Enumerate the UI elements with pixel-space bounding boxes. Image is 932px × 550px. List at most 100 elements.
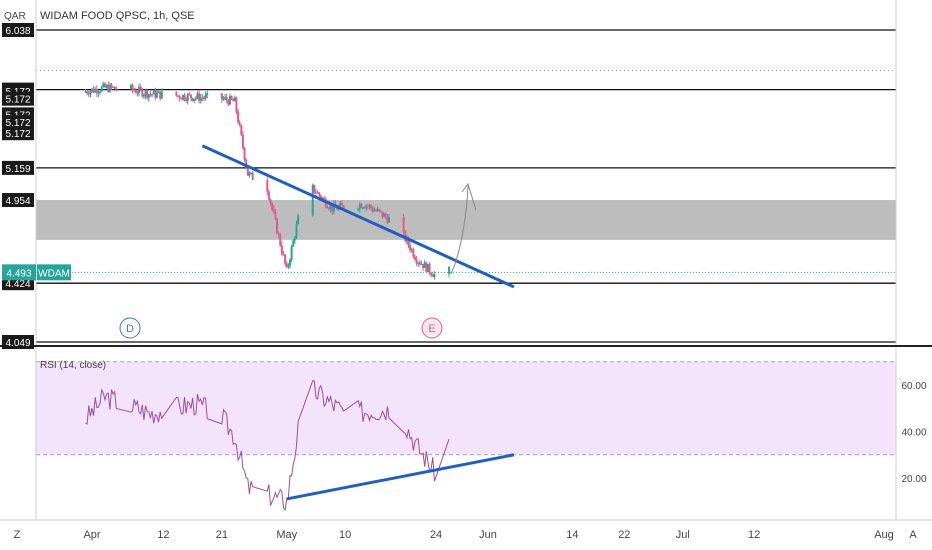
candle <box>358 202 361 213</box>
candle <box>375 208 378 212</box>
time-axis-label: 24 <box>430 529 442 541</box>
candle <box>204 91 207 101</box>
candle <box>105 83 108 89</box>
candle <box>191 97 194 102</box>
candle <box>251 171 254 181</box>
price-axis-label: 5.172 <box>2 126 34 141</box>
candle <box>241 131 244 150</box>
candle <box>147 93 150 102</box>
candle <box>373 206 376 212</box>
candle <box>94 87 97 93</box>
candle <box>420 260 423 265</box>
chart-title: WIDAM FOOD QPSC, 1h, QSE <box>40 10 195 22</box>
candle <box>181 94 184 101</box>
candle <box>99 89 102 95</box>
candle <box>146 89 149 101</box>
svg-text:4.049: 4.049 <box>5 338 30 349</box>
rsi-line <box>85 380 450 511</box>
time-axis-label: 22 <box>618 529 630 541</box>
candle <box>180 97 183 100</box>
currency-label: QAR <box>4 11 26 22</box>
candle <box>136 89 139 97</box>
candle <box>326 204 329 209</box>
projection-arrow-drawing[interactable] <box>450 182 477 275</box>
candle <box>151 93 154 98</box>
current-price-symbol: WDAM <box>38 268 70 279</box>
candle <box>100 85 103 93</box>
candle <box>360 202 363 209</box>
candle <box>448 265 451 278</box>
candle <box>290 244 293 262</box>
candle <box>152 89 155 95</box>
candle <box>157 90 160 94</box>
svg-text:6.038: 6.038 <box>5 26 30 37</box>
dividend-marker-label: D <box>126 323 134 335</box>
candle <box>115 86 118 92</box>
candle <box>248 171 251 178</box>
candle <box>378 208 381 213</box>
candle <box>313 184 316 194</box>
candle <box>388 214 390 223</box>
candle <box>86 89 89 96</box>
candle <box>233 95 236 102</box>
horizontal-levels[interactable] <box>36 29 896 343</box>
time-axis-label: Aug <box>874 529 894 541</box>
candle <box>267 189 270 201</box>
candle <box>201 93 204 102</box>
candle <box>277 231 280 239</box>
svg-text:5.172: 5.172 <box>5 129 30 140</box>
candle <box>89 90 92 98</box>
candle <box>144 89 147 99</box>
candle <box>266 177 269 195</box>
candle <box>190 94 192 102</box>
current-price-value: 4.493 <box>6 268 31 279</box>
candle <box>142 93 145 100</box>
candle <box>224 94 227 101</box>
candle <box>410 247 413 253</box>
candle <box>339 200 342 207</box>
time-axis-label: Apr <box>83 529 100 541</box>
price-axis-label: 5.159 <box>2 160 34 175</box>
candle <box>139 84 142 92</box>
candle <box>370 204 373 212</box>
candle <box>185 96 188 103</box>
candle <box>202 95 205 102</box>
rsi-axis-label: 20.00 <box>901 474 926 485</box>
svg-text:5.172: 5.172 <box>5 118 30 129</box>
candle <box>154 87 157 101</box>
candle <box>365 204 368 211</box>
log-scale-toggle[interactable]: Z <box>13 529 21 541</box>
candle <box>188 91 191 96</box>
candle <box>431 273 434 278</box>
candle <box>327 206 330 211</box>
candle <box>107 81 110 93</box>
candle <box>84 89 87 93</box>
candle <box>292 238 295 247</box>
candle <box>159 91 162 101</box>
candle <box>198 89 201 104</box>
candle <box>228 93 231 106</box>
candle <box>318 191 321 198</box>
candle <box>418 259 421 267</box>
dividend-marker[interactable]: D <box>119 317 141 339</box>
candle <box>381 211 384 219</box>
candle <box>295 220 298 240</box>
candle <box>243 147 246 162</box>
candle <box>220 92 223 104</box>
rsi-trendline[interactable] <box>286 453 515 501</box>
candle <box>225 93 228 104</box>
candle <box>110 82 113 91</box>
candle <box>332 200 335 215</box>
candle <box>91 88 93 94</box>
candle <box>102 81 105 88</box>
earnings-marker[interactable]: E <box>421 317 443 339</box>
candle <box>269 198 272 207</box>
auto-scale-toggle[interactable]: A <box>909 529 917 541</box>
trendlines[interactable] <box>201 144 515 501</box>
candle <box>323 195 326 200</box>
candle <box>175 91 178 97</box>
price-trendline[interactable] <box>201 144 515 289</box>
time-axis-labels: Apr 12 21 May 10 24 Jun 14 22 Jul 12 Aug <box>83 529 893 541</box>
candle <box>271 202 274 212</box>
